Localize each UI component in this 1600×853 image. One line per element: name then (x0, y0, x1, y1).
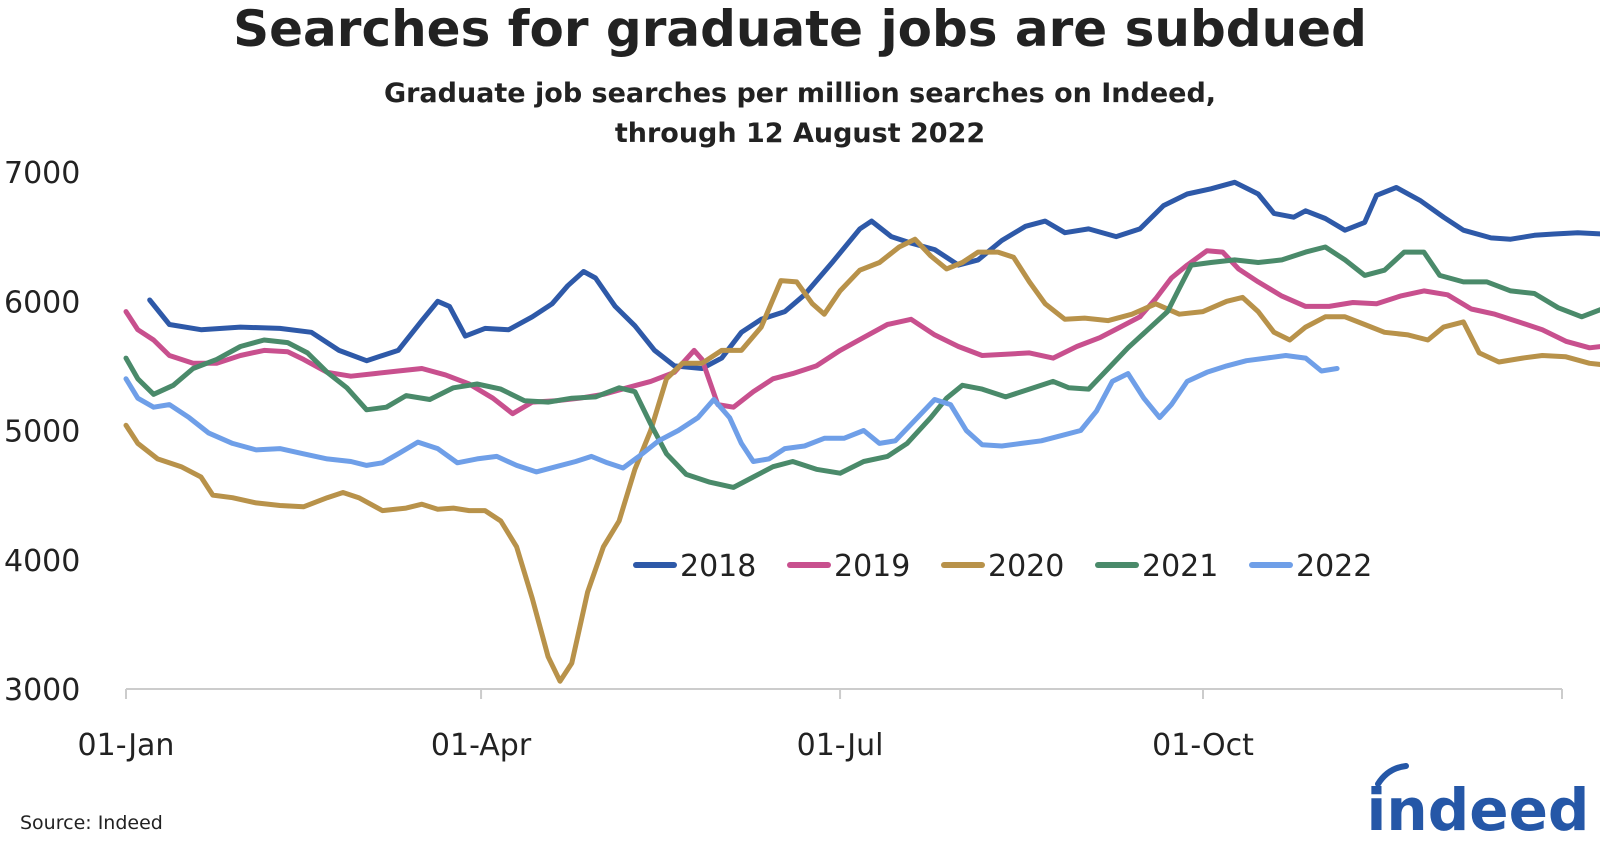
legend-label-2018: 2018 (680, 549, 756, 584)
legend-label-2019: 2019 (834, 549, 910, 584)
series-line-2021 (123, 244, 1600, 490)
y-tick-label: 3000 (4, 673, 80, 708)
x-tick-label: 01-Jan (78, 728, 175, 763)
series-line-2019 (123, 248, 1600, 417)
x-tick-label: 01-Apr (431, 728, 532, 763)
legend-label-2021: 2021 (1142, 549, 1218, 584)
legend-label-2020: 2020 (988, 549, 1064, 584)
x-tick-label: 01-Jul (797, 728, 884, 763)
subtitle-line-2: through 12 August 2022 (614, 118, 986, 149)
y-tick-label: 7000 (4, 156, 80, 191)
x-tick-label: 01-Oct (1152, 728, 1254, 763)
chart-legend: 2018 2019 2020 2021 2022 (633, 549, 1372, 584)
series-line-2022 (123, 353, 1340, 475)
chart-series-layer (123, 179, 1600, 684)
line-chart: 01-Jan 01-Apr 01-Jul 01-Oct 3000 4000 5000 6000… (4, 156, 1600, 763)
chart-title: Searches for graduate jobs are subdued (233, 0, 1367, 58)
legend-label-2022: 2022 (1296, 549, 1372, 584)
indeed-logo-swoosh (1375, 763, 1409, 787)
indeed-logo: indeed (1367, 763, 1590, 844)
series-line-2018 (147, 179, 1600, 371)
y-tick-label: 6000 (4, 285, 80, 320)
y-tick-label: 5000 (4, 415, 80, 450)
chart-axes: 01-Jan 01-Apr 01-Jul 01-Oct 3000 4000 5000 6000… (4, 156, 1563, 763)
subtitle-line-1: Graduate job searches per million search… (383, 78, 1217, 109)
indeed-logo-text: indeed (1367, 776, 1590, 844)
chart-subtitle: Graduate job searches per million search… (0, 74, 1600, 154)
series-line-2020 (123, 236, 1600, 684)
y-tick-label: 4000 (4, 544, 80, 579)
source-note: Source: Indeed (20, 812, 163, 834)
